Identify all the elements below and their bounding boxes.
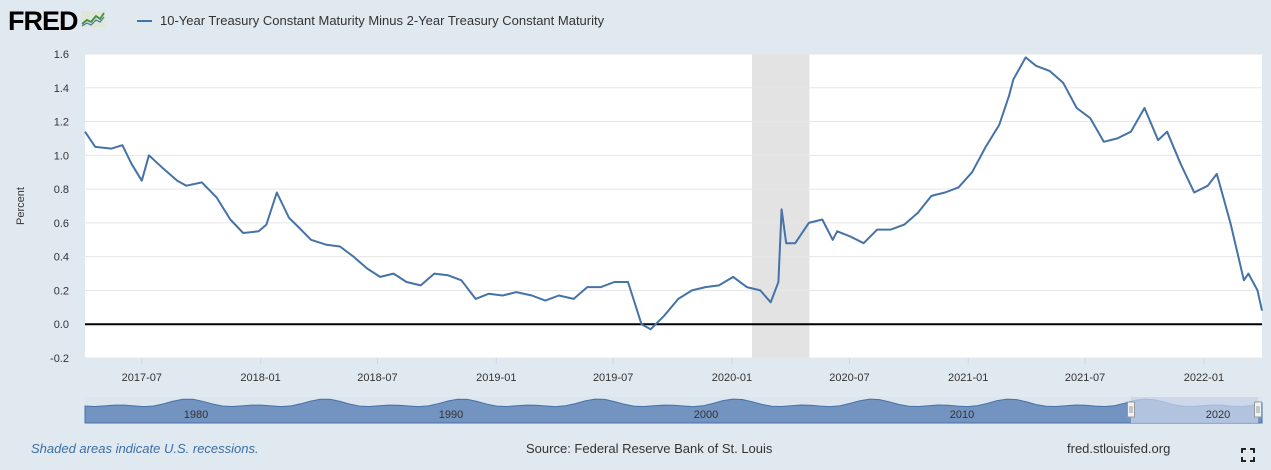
x-tick-label: 2020-07 [829, 372, 869, 384]
recession-band [751, 54, 810, 358]
legend-swatch [137, 19, 152, 22]
y-tick-label: 0.0 [54, 319, 69, 331]
navigator-selection[interactable] [1131, 397, 1258, 423]
x-tick-label: 2020-01 [712, 372, 752, 384]
logo-text: FRED [8, 6, 78, 36]
chart-header: FRED 10-Year Treasury Constant Maturity … [0, 0, 1271, 44]
recession-note: Shaded areas indicate U.S. recessions. [31, 441, 259, 456]
x-tick-label: 2021-01 [948, 372, 988, 384]
y-tick-label: 0.2 [54, 285, 69, 297]
range-navigator[interactable]: 1980 1990 2000 2010 2020 [84, 397, 1263, 424]
x-tick-label: 2018-07 [357, 372, 397, 384]
y-tick-label: 1.2 [54, 117, 69, 129]
source-text: Source: Federal Reserve Bank of St. Loui… [526, 441, 773, 456]
plot-area [85, 54, 1262, 358]
x-tick-label: 2018-01 [240, 372, 280, 384]
navigator-label: 1980 [184, 409, 208, 421]
fred-logo[interactable]: FRED [8, 8, 105, 35]
y-tick-label: 1.0 [54, 150, 69, 162]
x-tick-label: 2019-01 [476, 372, 516, 384]
series-legend[interactable]: 10-Year Treasury Constant Maturity Minus… [137, 13, 604, 28]
recession-shading [751, 54, 810, 358]
y-tick-label: -0.2 [50, 353, 69, 365]
site-link[interactable]: fred.stlouisfed.org [1067, 441, 1171, 456]
navigator-handle[interactable] [1127, 401, 1135, 418]
navigator-label: 1990 [439, 409, 463, 421]
fullscreen-icon[interactable] [1241, 448, 1255, 462]
x-tick-label: 2019-07 [593, 372, 633, 384]
y-tick-label: 1.4 [54, 83, 69, 95]
navigator-label: 2000 [694, 409, 718, 421]
y-axis-label: Percent [15, 187, 27, 225]
y-tick-label: 0.6 [54, 218, 69, 230]
y-tick-label: 0.8 [54, 184, 69, 196]
y-axis-ticks: -0.2 0.0 0.2 0.4 0.6 0.8 1.0 1.2 1.4 1.6 [50, 49, 69, 365]
x-tick-label: 2022-01 [1184, 372, 1224, 384]
x-axis-ticks: 2017-07 2018-01 2018-07 2019-01 2019-07 2020-… [122, 358, 1224, 384]
navigator-label: 2010 [950, 409, 974, 421]
x-tick-label: 2017-07 [122, 372, 162, 384]
legend-label: 10-Year Treasury Constant Maturity Minus… [160, 13, 605, 28]
series-line[interactable] [84, 56, 1263, 331]
navigator-label: 2020 [1206, 409, 1230, 421]
navigator-area [84, 398, 1263, 424]
x-tick-label: 2021-07 [1065, 372, 1105, 384]
chart-line-icon [80, 11, 105, 32]
y-tick-label: 1.6 [54, 49, 69, 61]
y-tick-label: 0.4 [54, 252, 69, 264]
navigator-handle[interactable] [1254, 401, 1262, 418]
